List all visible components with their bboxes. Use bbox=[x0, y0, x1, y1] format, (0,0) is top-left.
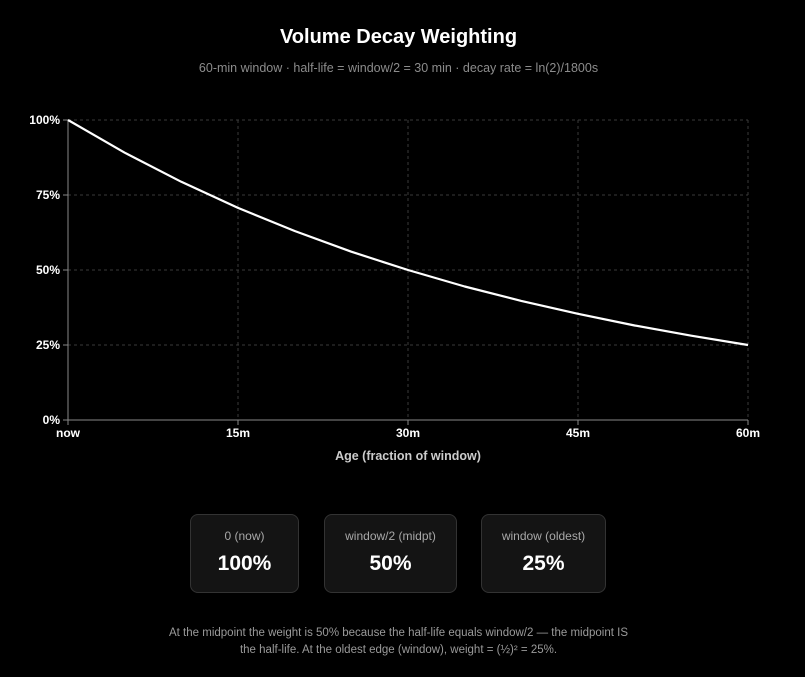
card-now-value: 100% bbox=[217, 552, 272, 575]
card-midpoint-label: window/2 (midpt) bbox=[345, 529, 436, 543]
x-tick-label: 30m bbox=[396, 426, 420, 440]
card-now-label: 0 (now) bbox=[224, 529, 265, 543]
y-tick-label: 0% bbox=[43, 413, 61, 427]
footnote-line-1: At the midpoint the weight is 50% becaus… bbox=[169, 627, 628, 639]
x-tick-label: now bbox=[56, 426, 81, 440]
chart-title: Volume Decay Weighting bbox=[279, 26, 518, 48]
decay-chart: 0% 25% 50% 75% 100% now 15m 30m 45m 60m Age (fract… bbox=[29, 113, 760, 463]
x-tick-label: 60m bbox=[736, 426, 760, 440]
x-tick-label: 15m bbox=[226, 426, 250, 440]
card-now: 0 (now) 100% bbox=[190, 514, 299, 593]
card-midpoint: window/2 (midpt) 50% bbox=[324, 514, 457, 593]
x-tick-label: 45m bbox=[566, 426, 590, 440]
x-axis-label: Age (fraction of window) bbox=[335, 449, 481, 463]
card-oldest: window (oldest) 25% bbox=[481, 514, 606, 593]
card-oldest-label: window (oldest) bbox=[501, 529, 586, 543]
y-tick-label: 100% bbox=[29, 113, 60, 127]
y-tick-label: 25% bbox=[36, 338, 60, 352]
card-midpoint-value: 50% bbox=[369, 552, 412, 575]
decay-curve bbox=[67, 119, 749, 347]
footnote-line-2: the half-life. At the oldest edge (windo… bbox=[239, 644, 558, 656]
chart-subtitle: 60-min window · half-life = window/2 = 3… bbox=[198, 61, 599, 75]
card-oldest-value: 25% bbox=[522, 552, 565, 575]
footnote: At the midpoint the weight is 50% becaus… bbox=[140, 625, 657, 659]
y-tick-label: 50% bbox=[36, 263, 60, 277]
y-tick-label: 75% bbox=[36, 188, 60, 202]
